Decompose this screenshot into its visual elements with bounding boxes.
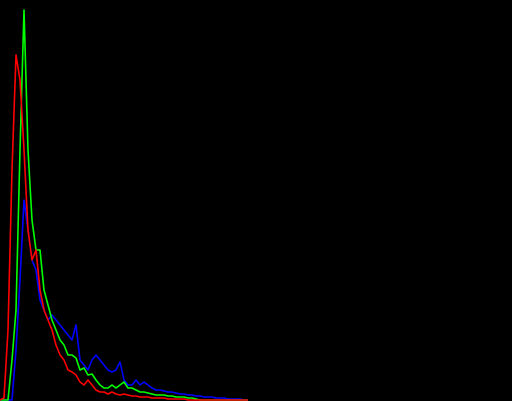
histogram-line xyxy=(0,54,248,401)
histogram-line xyxy=(0,199,248,401)
